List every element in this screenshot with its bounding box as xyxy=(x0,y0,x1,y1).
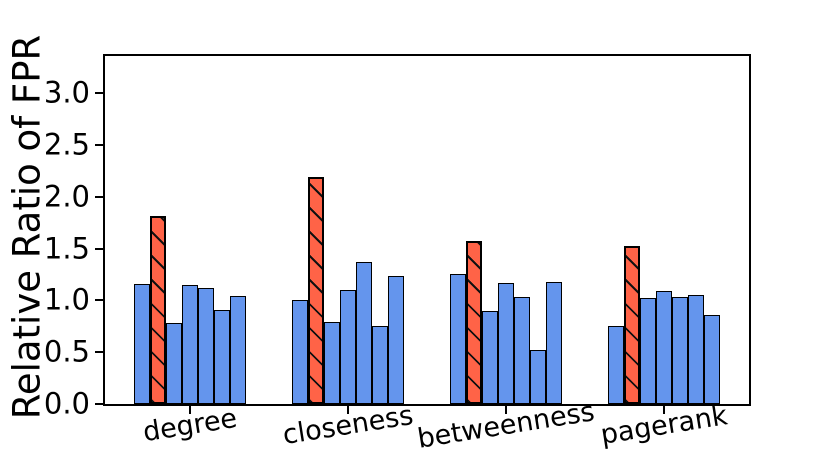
x-tick-mark xyxy=(662,406,665,414)
x-tick-label-closeness: closeness xyxy=(280,399,416,452)
y-tick-label: 2.0 xyxy=(43,179,90,214)
bar-highlighted xyxy=(150,215,167,404)
y-axis-label: Relative Ratio of FPR xyxy=(5,34,49,420)
bar xyxy=(449,273,466,404)
bar xyxy=(214,309,231,404)
y-tick-mark xyxy=(95,247,103,250)
bar xyxy=(687,295,704,404)
y-tick-label: 1.0 xyxy=(43,282,90,317)
bar xyxy=(607,326,624,404)
x-tick-mark xyxy=(189,406,192,414)
bar xyxy=(198,288,215,404)
bar xyxy=(134,283,151,404)
bar xyxy=(388,275,405,404)
bar xyxy=(655,291,672,404)
x-tick-label-pagerank: pagerank xyxy=(598,400,730,451)
bar xyxy=(671,297,688,404)
plot-area: 0.0 0.5 1.0 1.5 2.0 2.5 3.0 degree closeness bet… xyxy=(44,54,751,453)
bar-highlighted xyxy=(623,245,640,404)
y-tick-mark xyxy=(95,92,103,95)
bar-highlighted xyxy=(465,241,482,404)
bar xyxy=(324,322,341,404)
bar xyxy=(340,290,357,404)
y-tick-label: 3.0 xyxy=(43,75,90,110)
y-tick-mark xyxy=(95,195,103,198)
bar xyxy=(356,262,373,404)
x-tick-mark xyxy=(504,406,507,414)
bar xyxy=(529,350,546,404)
y-tick-mark xyxy=(95,144,103,147)
bar xyxy=(182,284,199,404)
bar xyxy=(513,297,530,404)
bar xyxy=(545,281,562,404)
bar-highlighted xyxy=(308,177,325,404)
x-tick-label-degree: degree xyxy=(141,402,240,449)
y-tick-label: 0.0 xyxy=(43,386,90,421)
bar xyxy=(639,298,656,404)
bar xyxy=(292,300,309,404)
bar xyxy=(166,323,183,404)
bar xyxy=(481,310,498,404)
y-tick-mark xyxy=(95,351,103,354)
bar xyxy=(230,296,247,404)
bar xyxy=(703,314,720,404)
bar xyxy=(372,326,389,404)
y-tick-label: 2.5 xyxy=(43,127,90,162)
bar xyxy=(497,282,514,404)
y-tick-label: 1.5 xyxy=(43,231,90,266)
y-tick-label: 0.5 xyxy=(43,334,90,369)
y-tick-mark xyxy=(95,403,103,405)
x-tick-mark xyxy=(347,406,350,414)
y-tick-mark xyxy=(95,299,103,302)
